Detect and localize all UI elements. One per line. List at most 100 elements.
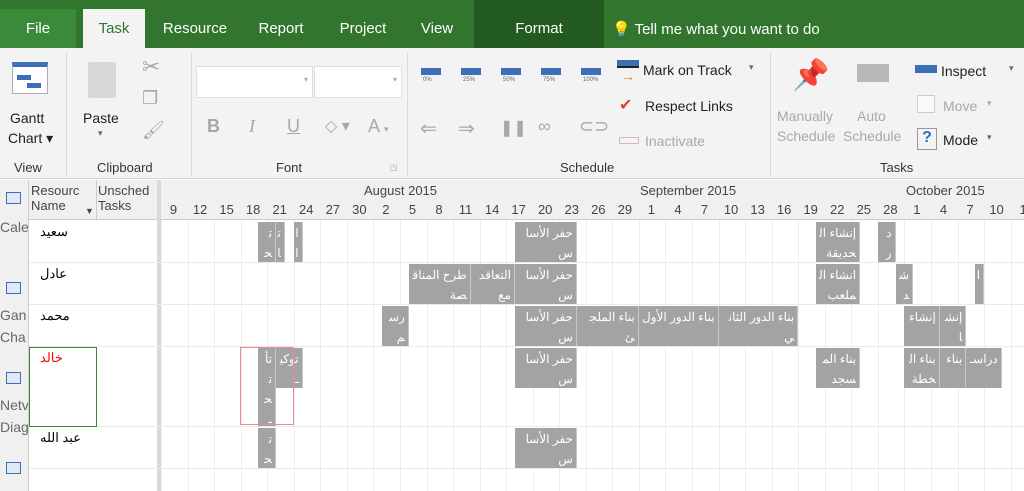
task-bar[interactable]: تا <box>276 222 285 262</box>
inspect-button[interactable]: Inspect ▾ <box>915 60 1020 82</box>
format-painter-icon[interactable]: 🖌 <box>142 120 165 140</box>
mode-button[interactable]: ? Mode ▾ <box>915 128 1005 152</box>
grid-line <box>240 220 242 491</box>
percent-75-button[interactable]: 75% <box>541 68 563 88</box>
row-divider <box>29 262 1024 263</box>
task-bar[interactable]: انشاء الملعب <box>815 264 861 304</box>
pane-splitter[interactable] <box>157 180 161 491</box>
task-bar[interactable]: بناء الخطة <box>904 348 940 388</box>
inactivate-button[interactable]: Inactivate <box>619 130 729 152</box>
tab-resource[interactable]: Resource <box>162 20 228 37</box>
move-calendar-icon <box>917 95 935 113</box>
task-bar[interactable]: التعاقد مع <box>470 264 515 304</box>
pushpin-icon: 📌 <box>792 59 830 92</box>
indent-icon[interactable]: ⇒ <box>458 118 475 140</box>
font-size-select[interactable]: ▾ <box>314 66 402 98</box>
task-bar[interactable]: طرح المناقصة <box>408 264 471 304</box>
percent-0-button[interactable]: 0% <box>421 68 443 88</box>
task-bar[interactable]: حفر الأساس <box>515 306 577 346</box>
sort-arrow-icon[interactable]: ▼ <box>85 206 94 216</box>
tab-task[interactable]: Task <box>83 9 145 48</box>
task-bar[interactable]: تأ تحـ <box>258 348 277 426</box>
respect-links-button[interactable]: ✔ Respect Links <box>619 95 749 117</box>
task-bar[interactable]: حفر الأساس <box>515 222 577 262</box>
split-task-icon[interactable]: ❚❚ <box>500 120 527 137</box>
calendar-view-icon[interactable] <box>6 192 21 204</box>
dialog-launcher-icon[interactable]: ◳ <box>390 163 398 172</box>
task-bar[interactable]: بناء الدور الأول <box>638 306 719 346</box>
move-button[interactable]: Move ▾ <box>915 95 1005 117</box>
tab-project[interactable]: Project <box>339 20 387 37</box>
fill-color-icon[interactable]: ◇ ▾ <box>325 118 350 135</box>
grid-line <box>692 220 693 491</box>
divider <box>66 52 67 176</box>
task-bar[interactable]: رسم <box>382 306 409 346</box>
task-bar[interactable]: شد <box>895 264 914 304</box>
task-bar[interactable]: در <box>877 222 896 262</box>
tab-report[interactable]: Report <box>258 20 304 37</box>
cut-icon[interactable]: ✂ <box>142 54 161 79</box>
task-bar[interactable]: بناء <box>939 348 967 388</box>
task-bar[interactable]: ا ا <box>293 222 303 262</box>
gantt-chart-button[interactable]: Gantt Chart ▾ <box>4 58 60 158</box>
network-diagram-icon[interactable] <box>6 372 21 384</box>
group-font-label: Font <box>276 160 303 175</box>
unlink-icon[interactable]: ⊂⊃ <box>579 116 610 136</box>
resource-name[interactable]: محمد <box>40 308 70 323</box>
task-bar[interactable]: بناء الدور الثاني <box>718 306 799 346</box>
percent-25-button[interactable]: 25% <box>461 68 483 88</box>
percent-bar-icon <box>541 68 561 75</box>
view-gantt-label-2[interactable]: Cha <box>0 329 26 345</box>
task-bar[interactable]: تحـ <box>258 222 277 262</box>
inspect-icon <box>915 65 937 73</box>
task-bar[interactable]: بناء الملجئ <box>576 306 639 346</box>
gantt-view-icon[interactable] <box>6 282 21 294</box>
percent-50-button[interactable]: 50% <box>501 68 523 88</box>
resource-name[interactable]: خالد <box>40 350 63 365</box>
task-bar[interactable]: دراسـ <box>966 348 1002 388</box>
selected-cell[interactable] <box>29 347 97 427</box>
mark-on-track-button[interactable]: → Mark on Track ▾ <box>617 58 767 84</box>
column-unscheduled-tasks[interactable]: Unsched Tasks <box>98 183 150 213</box>
view-network-label-2[interactable]: Diag <box>0 419 29 435</box>
resource-name[interactable]: عبد الله <box>40 430 81 445</box>
mark-on-track-label: Mark on Track <box>643 62 732 78</box>
task-bar[interactable]: تحـ <box>258 428 277 468</box>
timescale-tick: 1 <box>647 202 655 217</box>
task-bar[interactable]: إنشاء <box>904 306 940 346</box>
paste-button[interactable]: Paste ▾ <box>76 58 130 148</box>
tab-file[interactable]: File <box>0 9 76 48</box>
underline-button[interactable]: U <box>287 116 300 136</box>
resource-name[interactable]: عادل <box>40 266 67 281</box>
manually-schedule-button[interactable]: 📌 Manually Schedule <box>774 58 844 152</box>
tell-me-label: Tell me what you want to do <box>634 21 820 38</box>
task-bar[interactable]: إنشاء الحديقة <box>815 222 861 262</box>
resource-name[interactable]: سعيد <box>40 224 68 239</box>
grid-line <box>399 220 401 491</box>
italic-button[interactable]: I <box>249 116 255 136</box>
task-form-icon[interactable] <box>6 462 21 474</box>
link-icon[interactable]: ∞ <box>538 116 551 136</box>
column-resource-name[interactable]: Resourc Name <box>31 183 80 213</box>
auto-schedule-button[interactable]: Auto Schedule <box>843 58 909 152</box>
task-bar[interactable]: حفر الأساس <box>515 428 577 468</box>
copy-icon[interactable]: ❐ <box>142 88 159 108</box>
task-bar[interactable]: حفر الأساس <box>515 348 577 388</box>
bold-button[interactable]: B <box>207 116 220 136</box>
task-bar[interactable]: ا <box>975 264 985 304</box>
outdent-icon[interactable]: ⇐ <box>420 118 437 140</box>
tab-view[interactable]: View <box>420 20 454 37</box>
timescale-tick: 2 <box>382 202 390 217</box>
task-bar[interactable]: بناء المسجد <box>815 348 861 388</box>
view-calendar-label[interactable]: Cale <box>0 219 29 235</box>
task-bar[interactable]: حفر الأساس <box>515 264 577 304</box>
tab-format[interactable]: Format <box>474 0 604 48</box>
percent-100-button[interactable]: 100% <box>581 68 603 88</box>
row-divider <box>29 468 1024 469</box>
view-network-label[interactable]: Netv <box>0 397 29 413</box>
font-name-select[interactable]: ▾ <box>196 66 313 98</box>
font-color-button[interactable]: A ▾ <box>368 116 389 136</box>
view-gantt-label[interactable]: Gan <box>0 307 27 323</box>
tell-me-search[interactable]: 💡 Tell me what you want to do <box>612 9 820 48</box>
task-bar[interactable]: إنشا <box>939 306 967 346</box>
